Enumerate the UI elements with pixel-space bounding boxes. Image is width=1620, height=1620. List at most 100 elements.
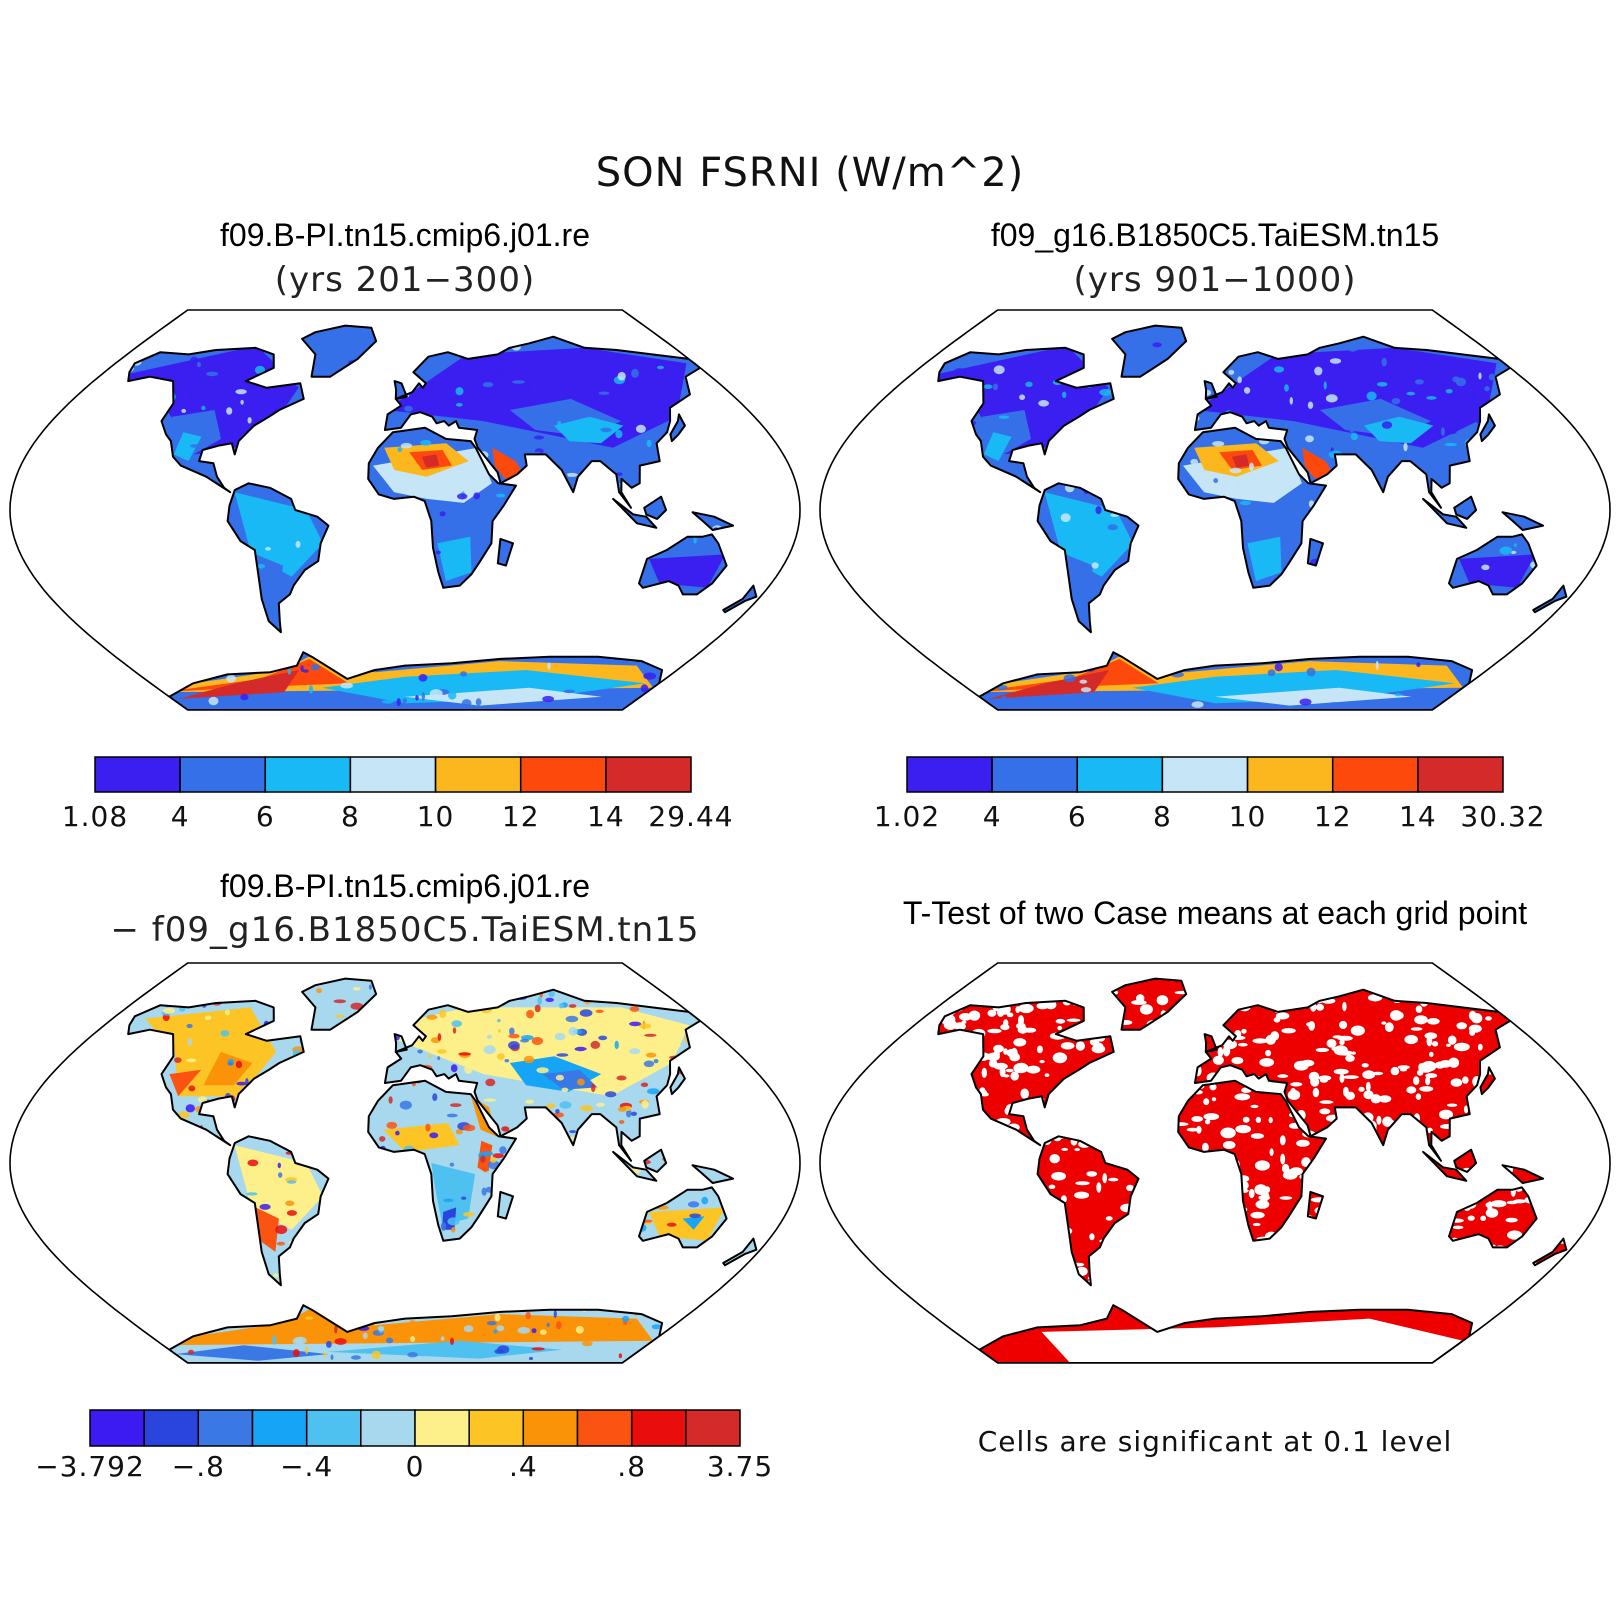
colorbar-tick-label: 30.32 bbox=[1460, 800, 1546, 833]
coastline-antarctica bbox=[168, 1304, 664, 1363]
coastline-eurasia bbox=[1193, 988, 1512, 1162]
coastline-samerica bbox=[1036, 482, 1140, 634]
coastline-borneo bbox=[643, 1148, 668, 1173]
colorbar-case1 bbox=[94, 756, 692, 793]
panel2-title: f09_g16.B1850C5.TaiESM.tn15 bbox=[990, 217, 1440, 253]
coastline-newzealand bbox=[1532, 1237, 1568, 1267]
coastline-antarctica bbox=[978, 1304, 1474, 1363]
coastline-indonesia bbox=[612, 497, 658, 529]
colorbar-box bbox=[1076, 756, 1164, 793]
colorbar-box bbox=[576, 1409, 633, 1447]
colorbar-box bbox=[264, 756, 352, 793]
coastline-madagascar bbox=[1306, 1190, 1324, 1220]
land-fill bbox=[128, 325, 757, 710]
colorbar-box bbox=[1161, 756, 1249, 793]
map-land-group bbox=[127, 324, 758, 710]
coastline-namerica bbox=[937, 346, 1115, 494]
colorbar-tick-label: −.8 bbox=[171, 1450, 225, 1483]
map-land-group bbox=[937, 324, 1568, 710]
colorbar-tick-label: .4 bbox=[508, 1450, 538, 1483]
coastline-australia bbox=[1448, 1186, 1538, 1249]
coastline-greenland bbox=[1111, 977, 1188, 1031]
panel3-title: f09.B-PI.tn15.cmip6.j01.re bbox=[220, 868, 590, 904]
coastline-australia bbox=[1448, 533, 1538, 596]
colorbar-tick-label: −3.792 bbox=[35, 1450, 145, 1483]
colorbar-tick-label: 6 bbox=[1067, 800, 1087, 833]
coastline-africa bbox=[367, 1079, 517, 1242]
coastline-antarctica bbox=[978, 651, 1474, 710]
colorbar-box bbox=[605, 756, 692, 793]
map-border bbox=[819, 309, 1611, 711]
coastline-australia bbox=[638, 533, 728, 596]
colorbar-box bbox=[630, 1409, 687, 1447]
panel2-subtitle: (yrs 901−1000) bbox=[1073, 260, 1357, 300]
coastline-newzealand bbox=[1532, 584, 1568, 614]
land-fill bbox=[938, 978, 1567, 1363]
coastline-borneo bbox=[643, 495, 668, 520]
coastline-uk bbox=[393, 1033, 408, 1053]
colorbar-tick-label: 3.75 bbox=[706, 1450, 774, 1483]
map-border bbox=[819, 962, 1611, 1364]
coastline-samerica bbox=[226, 1135, 330, 1287]
colorbar-diff bbox=[89, 1409, 741, 1447]
colorbar-box bbox=[522, 1409, 579, 1447]
coastline-africa bbox=[367, 426, 517, 589]
coastline-indonesia bbox=[612, 1150, 658, 1182]
colorbar-box bbox=[1331, 756, 1419, 793]
colorbar-box bbox=[519, 756, 607, 793]
colorbar-box bbox=[906, 756, 993, 793]
colorbar-box bbox=[89, 1409, 145, 1447]
coastline-madagascar bbox=[496, 537, 514, 567]
coastline-australia bbox=[638, 1186, 728, 1249]
coastline-eurasia bbox=[1193, 335, 1512, 509]
coastline-namerica bbox=[937, 999, 1115, 1147]
colorbar-tick-label: 14 bbox=[1399, 800, 1437, 833]
colorbar-box bbox=[434, 756, 522, 793]
colorbar-box bbox=[414, 1409, 470, 1447]
colorbar-case2-labels: 1.02 4 6 8 10 12 14 30.32 bbox=[810, 800, 1620, 840]
colorbar-tick-label: 6 bbox=[255, 800, 275, 833]
colorbar-box bbox=[143, 1409, 200, 1447]
colorbar-tick-label: 1.08 bbox=[61, 800, 129, 833]
coastline-uk bbox=[1203, 380, 1218, 400]
colorbar-tick-label: 0 bbox=[405, 1450, 425, 1483]
coastline-antarctica bbox=[168, 651, 664, 710]
colorbar-tick-label: 1.02 bbox=[873, 800, 941, 833]
colorbar-tick-label: 14 bbox=[587, 800, 625, 833]
coastline-namerica bbox=[127, 999, 305, 1147]
colorbar-tick-label: 4 bbox=[170, 800, 190, 833]
coastline-greenland bbox=[301, 977, 378, 1031]
panel3-subtitle: − f09_g16.B1850C5.TaiESM.tn15 bbox=[110, 910, 700, 950]
map-panel-case2 bbox=[819, 309, 1611, 711]
colorbar-box bbox=[349, 756, 437, 793]
coastline-newguinea bbox=[1501, 1164, 1545, 1184]
coastline-eurasia bbox=[383, 335, 702, 509]
colorbar-tick-label: 29.44 bbox=[648, 800, 734, 833]
coastline-indonesia bbox=[1422, 497, 1468, 529]
coastline-uk bbox=[393, 380, 408, 400]
coastline-newzealand bbox=[722, 584, 758, 614]
colorbar-tick-label: 12 bbox=[1313, 800, 1352, 833]
colorbar-tick-label: .8 bbox=[617, 1450, 647, 1483]
panel4-title: T-Test of two Case means at each grid po… bbox=[902, 895, 1528, 931]
colorbar-tick-label: 10 bbox=[1228, 800, 1267, 833]
colorbar-tick-label: −.4 bbox=[280, 1450, 334, 1483]
map-land-group bbox=[127, 977, 758, 1363]
map-panel-case1 bbox=[9, 309, 801, 711]
coastline-samerica bbox=[226, 482, 330, 634]
colorbar-box bbox=[305, 1409, 362, 1447]
coastline-newzealand bbox=[722, 1237, 758, 1267]
land-fill bbox=[128, 978, 757, 1363]
colorbar-box bbox=[251, 1409, 308, 1447]
colorbar-box bbox=[94, 756, 181, 793]
coastline-uk bbox=[1203, 1033, 1218, 1053]
map-land-group bbox=[937, 977, 1568, 1363]
colorbar-box bbox=[360, 1409, 416, 1447]
coastline-japan bbox=[1479, 413, 1496, 443]
coastline-samerica bbox=[1036, 1135, 1140, 1287]
map-border bbox=[9, 309, 801, 711]
colorbar-tick-label: 8 bbox=[341, 800, 360, 833]
colorbar-tick-label: 12 bbox=[501, 800, 540, 833]
significance-note: Cells are significant at 0.1 level bbox=[977, 1425, 1453, 1458]
map-panel-diff bbox=[9, 962, 801, 1364]
